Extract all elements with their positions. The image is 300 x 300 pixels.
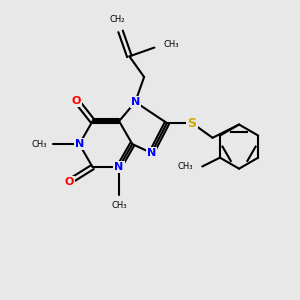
Text: CH₃: CH₃: [111, 201, 127, 210]
Text: CH₃: CH₃: [178, 162, 194, 171]
Text: N: N: [75, 139, 84, 149]
Text: O: O: [64, 177, 74, 187]
Text: CH₃: CH₃: [163, 40, 179, 49]
Text: S: S: [188, 117, 196, 130]
Text: O: O: [72, 95, 81, 106]
Text: N: N: [147, 148, 156, 158]
Text: CH₃: CH₃: [32, 140, 47, 148]
Text: N: N: [131, 97, 140, 107]
Text: N: N: [115, 162, 124, 172]
Text: CH₂: CH₂: [110, 15, 125, 24]
